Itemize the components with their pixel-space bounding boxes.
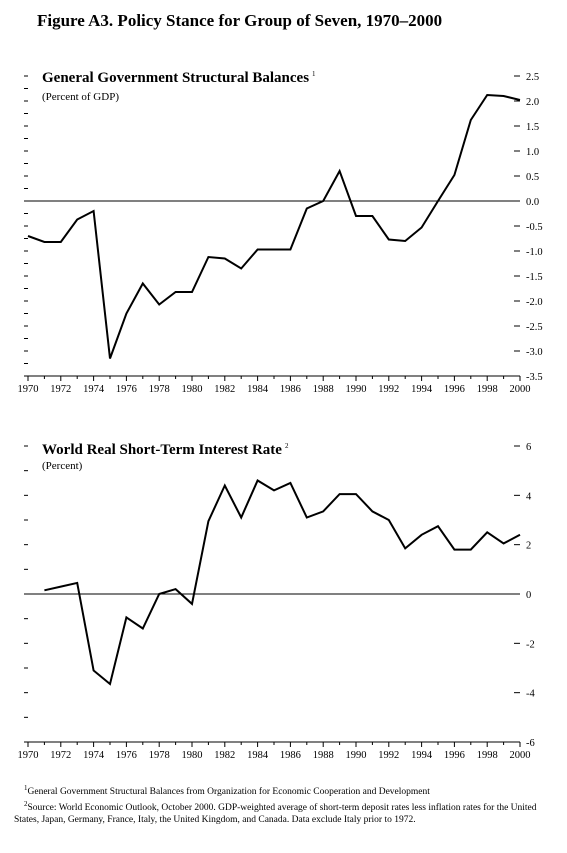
x-tick-label: 1970 — [18, 384, 39, 395]
x-tick-label: 1992 — [378, 384, 399, 395]
x-tick-label: 1982 — [214, 750, 235, 761]
x-tick-label: 1990 — [346, 384, 367, 395]
chart1-title: General Government Structural Balances 1 — [42, 70, 316, 86]
y-tick-label: -0.5 — [526, 222, 543, 233]
x-tick-label: 1994 — [411, 750, 433, 761]
footnote-1: 1General Government Structural Balances … — [14, 782, 554, 798]
y-tick-label: -3.0 — [526, 347, 543, 358]
y-tick-label: 0.0 — [526, 197, 539, 208]
series-line — [27, 93, 521, 359]
y-tick-label: -1.0 — [526, 247, 543, 258]
y-tick-label: 1.5 — [526, 122, 539, 133]
y-tick-label: 4 — [526, 491, 532, 502]
footnote-1-text: General Government Structural Balances f… — [27, 787, 430, 798]
y-tick-label: 2 — [526, 541, 531, 552]
x-tick-label: 1984 — [247, 384, 269, 395]
x-tick-label: 1978 — [149, 384, 170, 395]
y-tick-label: 0 — [526, 590, 531, 601]
x-tick-label: 1972 — [50, 750, 71, 761]
footnote-2-mark: 2 — [24, 800, 28, 809]
footnote-1-mark: 1 — [24, 784, 28, 792]
y-tick-label: -1.5 — [526, 272, 543, 283]
x-tick-label: 1974 — [83, 750, 105, 761]
y-tick-label: -2.0 — [526, 297, 543, 308]
x-tick-label: 1988 — [313, 750, 334, 761]
chart2-title: World Real Short-Term Interest Rate 2 — [42, 442, 289, 458]
x-tick-label: 1996 — [444, 384, 465, 395]
chart1-subtitle: (Percent of GDP) — [42, 91, 119, 103]
y-tick-label: 2.5 — [526, 72, 539, 83]
y-tick-label: 2.0 — [526, 97, 539, 108]
x-tick-label: 1974 — [83, 384, 105, 395]
x-tick-label: 1976 — [116, 384, 137, 395]
structural-balances-chart: General Government Structural Balances 1 … — [18, 70, 543, 395]
footnotes: 1General Government Structural Balances … — [14, 782, 554, 826]
y-tick-label: -2 — [526, 639, 535, 650]
x-tick-label: 1986 — [280, 750, 301, 761]
footnote-2: 2Source: World Economic Outlook, October… — [14, 798, 554, 826]
x-tick-label: 1994 — [411, 384, 433, 395]
x-tick-label: 1980 — [182, 750, 203, 761]
x-tick-label: 1972 — [50, 384, 71, 395]
x-tick-label: 2000 — [510, 750, 531, 761]
y-tick-label: 6 — [526, 442, 531, 453]
chart2-subtitle: (Percent) — [42, 460, 83, 472]
y-tick-label: -2.5 — [526, 322, 543, 333]
x-tick-label: 1990 — [346, 750, 367, 761]
x-tick-label: 1976 — [116, 750, 137, 761]
x-tick-label: 1996 — [444, 750, 465, 761]
x-tick-label: 1982 — [214, 384, 235, 395]
y-tick-label: -6 — [526, 738, 535, 749]
interest-rate-chart: World Real Short-Term Interest Rate 2 (Pe… — [18, 442, 536, 761]
x-tick-label: 1992 — [378, 750, 399, 761]
y-tick-label: -3.5 — [526, 372, 543, 383]
x-tick-label: 1986 — [280, 384, 301, 395]
x-tick-label: 1970 — [18, 750, 39, 761]
x-tick-label: 1984 — [247, 750, 269, 761]
series-line — [44, 479, 521, 686]
x-tick-label: 1988 — [313, 384, 334, 395]
y-tick-label: -4 — [526, 689, 535, 700]
x-tick-label: 1998 — [477, 750, 498, 761]
x-tick-label: 1980 — [182, 384, 203, 395]
footnote-2-text: Source: World Economic Outlook, October … — [14, 803, 537, 826]
y-tick-label: 0.5 — [526, 172, 539, 183]
x-tick-label: 1978 — [149, 750, 170, 761]
figure-title: Figure A3. Policy Stance for Group of Se… — [37, 11, 443, 30]
x-tick-label: 1998 — [477, 384, 498, 395]
y-tick-label: 1.0 — [526, 147, 539, 158]
x-tick-label: 2000 — [510, 384, 531, 395]
